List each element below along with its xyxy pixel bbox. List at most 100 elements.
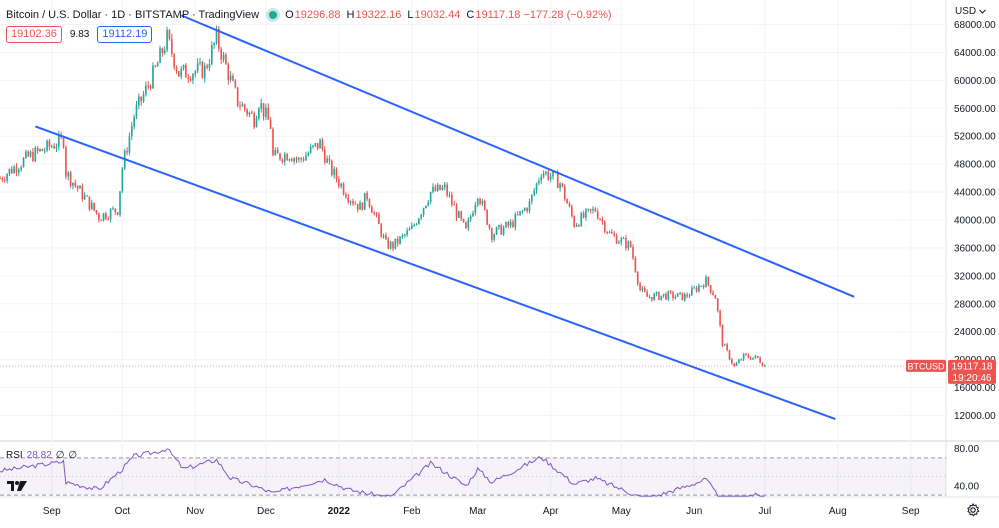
candle[interactable] xyxy=(514,212,517,231)
candle[interactable] xyxy=(95,210,98,215)
candle[interactable] xyxy=(486,209,488,226)
candle[interactable] xyxy=(354,200,357,205)
candle[interactable] xyxy=(290,157,293,162)
candle[interactable] xyxy=(533,187,536,197)
candle[interactable] xyxy=(396,236,399,247)
candle[interactable] xyxy=(170,33,173,58)
candle[interactable] xyxy=(196,58,199,74)
candle[interactable] xyxy=(436,182,439,192)
candle[interactable] xyxy=(363,192,366,210)
buy-price-button[interactable]: 19112.19 xyxy=(97,26,153,43)
candle[interactable] xyxy=(295,156,298,164)
candle[interactable] xyxy=(403,233,406,238)
candle[interactable] xyxy=(446,182,448,198)
candle[interactable] xyxy=(79,185,81,189)
trend-lines[interactable] xyxy=(34,14,855,420)
candle[interactable] xyxy=(695,286,698,293)
candle[interactable] xyxy=(575,222,578,228)
candle[interactable] xyxy=(166,26,168,53)
candle[interactable] xyxy=(582,210,585,219)
candle[interactable] xyxy=(700,285,703,287)
candle[interactable] xyxy=(491,227,493,243)
candle[interactable] xyxy=(298,156,300,163)
candle[interactable] xyxy=(220,46,223,65)
candle[interactable] xyxy=(361,202,364,211)
candle[interactable] xyxy=(620,236,623,246)
candle[interactable] xyxy=(481,198,484,206)
candle[interactable] xyxy=(585,207,587,221)
candle[interactable] xyxy=(410,222,413,230)
candle[interactable] xyxy=(639,281,641,292)
candle[interactable] xyxy=(173,53,175,70)
candle[interactable] xyxy=(100,219,103,221)
candle[interactable] xyxy=(592,206,594,214)
candle[interactable] xyxy=(622,236,625,240)
candle[interactable] xyxy=(406,227,408,238)
candle[interactable] xyxy=(175,65,178,74)
rsi-line[interactable] xyxy=(0,448,765,497)
candle[interactable] xyxy=(102,212,105,222)
candle[interactable] xyxy=(634,255,637,273)
candle[interactable] xyxy=(260,98,263,113)
candle[interactable] xyxy=(368,198,371,209)
candle[interactable] xyxy=(545,170,547,176)
candle[interactable] xyxy=(83,192,86,200)
candle[interactable] xyxy=(340,182,343,189)
candle[interactable] xyxy=(516,211,519,216)
candle[interactable] xyxy=(502,225,505,236)
candle[interactable] xyxy=(138,93,140,110)
candle[interactable] xyxy=(561,183,564,188)
candle[interactable] xyxy=(476,198,479,208)
candle[interactable] xyxy=(302,156,305,163)
candle[interactable] xyxy=(180,66,183,80)
candle[interactable] xyxy=(439,184,441,191)
sell-price-button[interactable]: 19102.36 xyxy=(6,26,62,43)
candle[interactable] xyxy=(163,46,166,55)
candle[interactable] xyxy=(215,25,218,45)
candle[interactable] xyxy=(547,169,550,182)
candle[interactable] xyxy=(147,81,150,90)
candle[interactable] xyxy=(679,291,681,296)
symbol-title[interactable]: Bitcoin / U.S. Dollar · 1D · BITSTAMP · … xyxy=(6,9,260,21)
candle[interactable] xyxy=(86,194,88,197)
candle[interactable] xyxy=(25,149,27,160)
candle[interactable] xyxy=(705,274,707,288)
candle[interactable] xyxy=(688,293,691,299)
candle[interactable] xyxy=(573,215,576,228)
candle[interactable] xyxy=(90,199,93,210)
candle[interactable] xyxy=(738,358,740,364)
candle[interactable] xyxy=(206,63,208,70)
candle[interactable] xyxy=(646,289,648,297)
candle[interactable] xyxy=(742,353,745,362)
candle[interactable] xyxy=(662,293,665,298)
candle[interactable] xyxy=(253,111,255,130)
candle[interactable] xyxy=(754,354,757,359)
candle[interactable] xyxy=(389,241,392,250)
candle[interactable] xyxy=(67,171,70,181)
candle[interactable] xyxy=(745,352,747,356)
candle[interactable] xyxy=(116,211,119,216)
candle[interactable] xyxy=(763,364,766,367)
candle[interactable] xyxy=(601,216,604,225)
candle[interactable] xyxy=(618,240,620,244)
candle[interactable] xyxy=(429,191,432,205)
candle[interactable] xyxy=(373,210,375,216)
candle[interactable] xyxy=(76,185,79,192)
candle[interactable] xyxy=(41,148,44,152)
candle[interactable] xyxy=(643,286,646,293)
candle[interactable] xyxy=(420,213,423,221)
candle[interactable] xyxy=(74,179,77,188)
candle[interactable] xyxy=(342,182,345,196)
candle[interactable] xyxy=(262,103,265,121)
candle[interactable] xyxy=(15,162,18,177)
candle[interactable] xyxy=(255,115,258,128)
candle[interactable] xyxy=(194,69,197,78)
candle[interactable] xyxy=(222,51,225,63)
candle[interactable] xyxy=(613,231,616,238)
candle[interactable] xyxy=(627,240,630,251)
candle[interactable] xyxy=(328,155,331,165)
gear-icon[interactable] xyxy=(966,503,980,517)
candle[interactable] xyxy=(345,192,347,199)
candle[interactable] xyxy=(450,191,453,207)
candle[interactable] xyxy=(279,152,281,161)
